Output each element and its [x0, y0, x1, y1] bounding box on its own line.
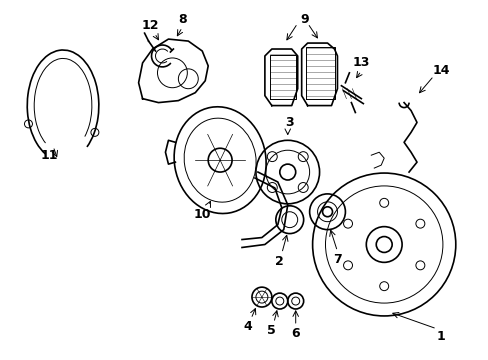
Text: 1: 1 [436, 330, 445, 343]
Text: 8: 8 [178, 13, 186, 26]
Text: 7: 7 [332, 253, 341, 266]
Circle shape [379, 198, 388, 207]
Circle shape [343, 219, 352, 228]
Text: 5: 5 [267, 324, 276, 337]
Text: 12: 12 [142, 19, 159, 32]
Text: 14: 14 [431, 64, 448, 77]
Text: 13: 13 [352, 57, 369, 69]
Circle shape [415, 219, 424, 228]
Text: 9: 9 [300, 13, 308, 26]
Text: 10: 10 [193, 208, 210, 221]
Circle shape [343, 261, 352, 270]
Text: 3: 3 [285, 116, 293, 129]
Text: 11: 11 [41, 149, 58, 162]
Text: 6: 6 [291, 327, 300, 340]
Text: 4: 4 [243, 320, 252, 333]
Circle shape [379, 282, 388, 291]
Text: 2: 2 [275, 255, 284, 268]
Circle shape [415, 261, 424, 270]
